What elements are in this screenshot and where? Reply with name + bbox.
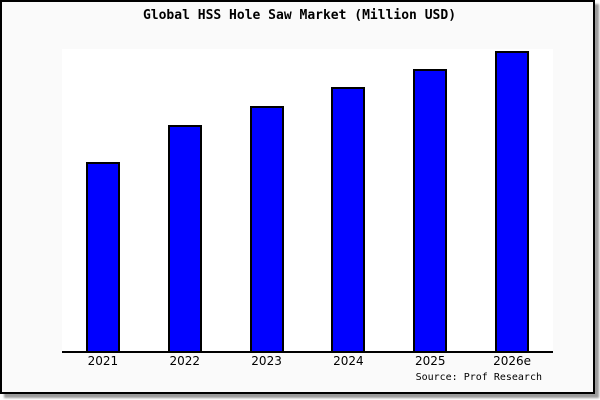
bar-slot-2023 — [226, 49, 308, 351]
x-tick-label-2024: 2024 — [333, 354, 364, 368]
x-axis-labels: 2021 2022 2023 2024 2025 2026e — [62, 354, 553, 368]
bar-2021 — [85, 162, 120, 351]
bar-slot-2025 — [389, 49, 471, 351]
x-tick-label-2021: 2021 — [87, 354, 119, 368]
bar-slot-2024 — [307, 49, 389, 351]
bar-slot-2021 — [62, 49, 144, 351]
x-tick-label-2025: 2025 — [414, 354, 446, 368]
bar-2025 — [413, 69, 448, 351]
bar-series — [62, 49, 553, 351]
bar-slot-2022 — [144, 49, 226, 351]
x-tick-label-2026e: 2026e — [493, 354, 532, 368]
bar-2023 — [249, 106, 284, 351]
x-tick-label-2023: 2023 — [251, 354, 282, 368]
chart-title: Global HSS Hole Saw Market (Million USD) — [142, 8, 457, 23]
plot-area — [62, 49, 553, 353]
bar-slot-2026e — [471, 49, 553, 351]
chart-frame: Global HSS Hole Saw Market (Million USD)… — [0, 0, 595, 394]
bar-2026e — [495, 51, 530, 351]
bar-2022 — [167, 125, 202, 351]
bar-2024 — [331, 87, 366, 351]
x-tick-label-2022: 2022 — [169, 354, 201, 368]
source-credit: Source: Prof Research — [415, 372, 542, 383]
